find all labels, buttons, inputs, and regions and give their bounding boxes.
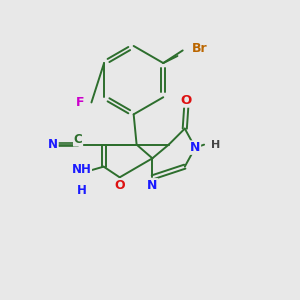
Text: N: N (190, 141, 200, 154)
Text: O: O (114, 179, 125, 192)
Text: N: N (147, 179, 158, 192)
Text: H: H (77, 184, 87, 197)
Text: H: H (211, 140, 220, 150)
Text: NH: NH (72, 163, 92, 176)
Text: F: F (76, 96, 84, 109)
Text: Br: Br (192, 42, 207, 56)
Text: O: O (181, 94, 192, 107)
Text: N: N (48, 138, 58, 151)
Text: C: C (74, 133, 82, 146)
